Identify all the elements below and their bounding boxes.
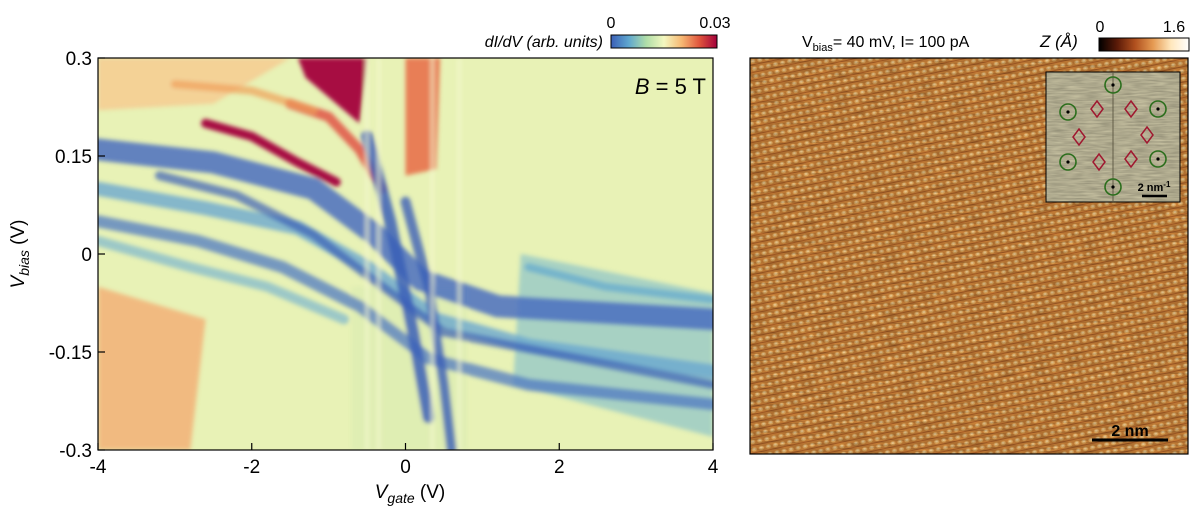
field-annotation: B = 5 T: [635, 74, 706, 99]
heatmap-band: [400, 196, 457, 450]
fft-superlattice-peaks: [1072, 99, 1154, 172]
heatmap-band: [98, 215, 713, 411]
right-colorbar-gradient: [1098, 37, 1190, 52]
right-colorbar-label: Z (Å): [1039, 32, 1078, 51]
superlattice-peak-diamond: [1072, 127, 1086, 147]
right-colorbar-min-label: 0: [1096, 19, 1105, 36]
fft-scalebar-label: 2 nm-1: [1138, 180, 1171, 194]
bragg-peak-circle: [1149, 150, 1167, 168]
y-tick-label: 0.3: [66, 49, 92, 70]
stm-scalebar-label: 2 nm: [1111, 423, 1148, 440]
x-tick-label: 0: [400, 457, 411, 478]
left-y-ticks: 0.3 0.15 0 -0.15 -0.3: [49, 49, 105, 462]
y-tick-label: -0.3: [59, 441, 92, 462]
heatmap-region: [98, 286, 206, 450]
heatmap-region: [405, 58, 441, 176]
superlattice-peak-diamond: [1090, 99, 1104, 119]
fft-bragg-peaks: [1059, 76, 1167, 196]
left-colorbar-label: dI/dV (arb. units): [485, 34, 603, 51]
bragg-peak-dot: [1156, 107, 1160, 111]
bragg-peak-circle: [1059, 103, 1077, 121]
bragg-peak-circle: [1059, 153, 1077, 171]
left-colorbar-min-label: 0: [607, 15, 616, 32]
left-colorbar-max-label: 0.03: [699, 15, 730, 32]
superlattice-peak-diamond: [1124, 149, 1138, 169]
fft-inset: 2 nm-1: [1045, 71, 1181, 203]
left-colorbar: 0 0.03 dI/dV (arb. units): [485, 15, 731, 51]
bragg-peak-dot: [1111, 185, 1115, 189]
x-tick-label: -4: [90, 457, 107, 478]
bragg-peak-dot: [1066, 110, 1070, 114]
heatmap-bands: [98, 58, 713, 450]
left-heatmap: [98, 58, 713, 450]
heatmap-band: [155, 171, 713, 390]
superlattice-peak-diamond: [1092, 152, 1106, 172]
bragg-peak-circle: [1104, 76, 1122, 94]
x-tick-label: 4: [708, 457, 719, 478]
right-panel-title: Vbias= 40 mV, I= 100 pA: [802, 34, 970, 54]
bragg-peak-circle: [1104, 178, 1122, 196]
left-x-ticks: -4 -2 0 2 4: [90, 443, 719, 478]
bragg-peak-dot: [1111, 83, 1115, 87]
heatmap-band: [524, 263, 713, 304]
bragg-peak-circle: [1149, 100, 1167, 118]
y-tick-label: 0.15: [55, 147, 92, 168]
bragg-peak-dot: [1156, 157, 1160, 161]
heatmap-band: [98, 235, 349, 325]
superlattice-peak-diamond: [1124, 99, 1138, 119]
heatmap-region: [297, 58, 368, 124]
left-x-axis-label: Vgate (V): [375, 482, 446, 506]
stm-frame: [749, 57, 1189, 455]
left-panel: -4 -2 0 2 4 0.3 0.15 0 -0.15 -0.3 Vgate (V) Vbia…: [8, 15, 731, 506]
heatmap-band: [201, 118, 341, 187]
bragg-peak-dot: [1066, 160, 1070, 164]
left-y-axis-label: Vbias (V): [8, 220, 32, 289]
heatmap-band: [98, 138, 713, 331]
left-colorbar-gradient: [610, 34, 718, 49]
y-tick-label: -0.15: [49, 343, 92, 364]
x-tick-label: 2: [554, 457, 565, 478]
right-panel: Vbias= 40 mV, I= 100 pA Z (Å) 0 1.6 2 nm…: [749, 19, 1190, 455]
right-colorbar: Z (Å) 0 1.6: [1039, 19, 1190, 52]
right-colorbar-max-label: 1.6: [1163, 19, 1185, 36]
heatmap-band: [170, 80, 318, 115]
x-tick-label: -2: [243, 457, 260, 478]
y-tick-label: 0: [81, 245, 92, 266]
superlattice-peak-diamond: [1140, 125, 1154, 145]
